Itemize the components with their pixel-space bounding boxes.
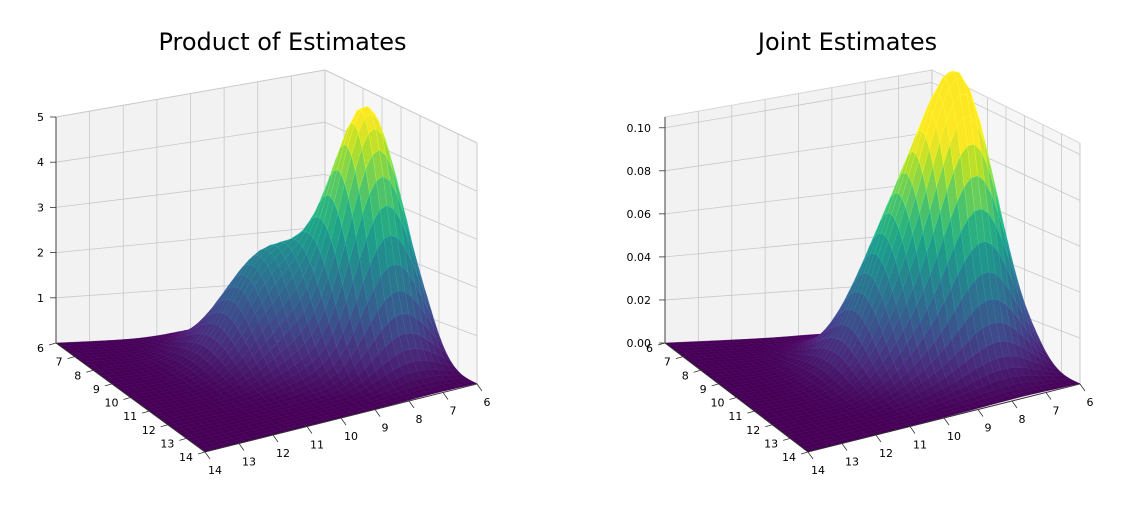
y-tick-mark <box>123 397 131 400</box>
z-tick-label: 4 <box>37 156 44 169</box>
x-tick-mark <box>204 451 211 460</box>
y-tick-label: 7 <box>664 356 671 369</box>
x-tick-label: 11 <box>310 439 324 452</box>
y-tick-mark <box>783 437 791 441</box>
z-tick-label: 0.10 <box>627 122 652 135</box>
y-tick-label: 6 <box>37 342 44 355</box>
y-tick-label: 14 <box>782 451 796 464</box>
y-tick-label: 8 <box>682 369 689 382</box>
x-tick-label: 14 <box>811 464 825 477</box>
x-tick-mark <box>1011 400 1018 409</box>
x-tick-label: 13 <box>242 456 256 469</box>
z-tick-label: 0.06 <box>627 208 652 221</box>
y-tick-mark <box>197 451 206 455</box>
y-tick-label: 13 <box>160 437 174 450</box>
z-tick-label: 5 <box>37 111 44 124</box>
x-tick-label: 8 <box>1019 413 1026 426</box>
y-tick-label: 14 <box>179 451 193 464</box>
y-tick-mark <box>800 451 809 455</box>
z-tick-label: 3 <box>37 201 44 214</box>
y-tick-label: 10 <box>105 397 119 410</box>
x-tick-label: 12 <box>879 447 893 460</box>
x-tick-label: 7 <box>450 405 457 418</box>
y-tick-mark <box>729 397 737 400</box>
x-tick-label: 13 <box>845 456 859 469</box>
y-tick-mark <box>160 424 168 428</box>
x-tick-label: 7 <box>1053 405 1060 418</box>
chart-title: Joint Estimates <box>757 28 938 56</box>
x-tick-mark <box>238 443 245 451</box>
x-tick-mark <box>977 409 984 417</box>
y-tick-label: 13 <box>764 437 778 450</box>
y-tick-mark <box>765 424 773 428</box>
x-axis-line <box>204 383 478 453</box>
y-tick-label: 7 <box>56 356 63 369</box>
y-tick-label: 9 <box>93 383 100 396</box>
y-tick-label: 6 <box>646 342 653 355</box>
y-tick-label: 8 <box>74 369 81 382</box>
x-tick-label: 10 <box>947 430 961 443</box>
x-tick-mark <box>476 383 483 392</box>
surface-mesh <box>664 70 1081 453</box>
x-tick-mark <box>442 392 449 400</box>
y-tick-mark <box>104 383 112 387</box>
y-tick-mark <box>693 369 701 373</box>
y-tick-label: 11 <box>123 410 137 423</box>
right-chart-panel: Joint Estimates 6 7 8 9 10 11 12 13 14 14 13 12 11 10… <box>565 0 1130 521</box>
x-tick-mark <box>408 400 415 409</box>
x-tick-mark <box>807 451 814 460</box>
tick-labels: 67891011121314141312111098760.000.020.04… <box>627 117 1094 477</box>
x-tick-mark <box>340 417 347 426</box>
left-chart-panel: Product of Estimates 6 7 8 9 10 11 12 13 14 14 13 1… <box>37 28 491 477</box>
x-tick-label: 10 <box>344 430 358 443</box>
x-tick-label: 6 <box>484 396 491 409</box>
z-tick-label: 0.00 <box>627 337 652 350</box>
surface-mesh <box>55 106 478 453</box>
x-tick-mark <box>374 409 381 417</box>
x-tick-label: 11 <box>913 439 927 452</box>
y-tick-label: 10 <box>711 397 725 410</box>
chart-title: Product of Estimates <box>158 28 407 56</box>
y-tick-mark <box>67 356 75 360</box>
z-tick-label: 0.08 <box>627 165 652 178</box>
z-tick-label: 0.04 <box>627 251 652 264</box>
x-tick-mark <box>272 434 279 443</box>
x-tick-mark <box>1079 383 1086 392</box>
z-tick-label: 0.02 <box>627 294 652 307</box>
surface-plot-joint: 67891011121314141312111098760.000.020.04… <box>627 69 1094 477</box>
x-axis-line <box>807 383 1081 453</box>
y-tick-mark <box>711 383 719 387</box>
x-tick-mark <box>841 443 848 451</box>
x-tick-label: 9 <box>985 422 992 435</box>
y-axis-line <box>55 342 206 453</box>
y-tick-label: 9 <box>700 383 707 396</box>
y-tick-mark <box>179 437 187 441</box>
x-tick-label: 8 <box>416 413 423 426</box>
x-tick-mark <box>1045 392 1052 400</box>
x-tick-mark <box>943 417 950 426</box>
y-axis-line <box>664 342 809 453</box>
y-tick-label: 11 <box>728 410 742 423</box>
x-tick-label: 6 <box>1087 396 1094 409</box>
y-tick-mark <box>675 356 683 360</box>
y-tick-mark <box>86 369 94 373</box>
x-tick-mark <box>875 434 882 443</box>
x-tick-label: 14 <box>208 464 222 477</box>
z-tick-label: 1 <box>37 292 44 305</box>
y-tick-label: 12 <box>142 424 156 437</box>
x-tick-mark <box>909 426 916 434</box>
y-tick-mark <box>142 410 150 414</box>
z-tick-label: 2 <box>37 247 44 260</box>
y-tick-mark <box>48 342 57 346</box>
x-tick-mark <box>306 426 313 434</box>
y-tick-mark <box>747 410 755 414</box>
x-tick-label: 12 <box>276 447 290 460</box>
y-tick-label: 12 <box>746 424 760 437</box>
x-tick-label: 9 <box>382 422 389 435</box>
